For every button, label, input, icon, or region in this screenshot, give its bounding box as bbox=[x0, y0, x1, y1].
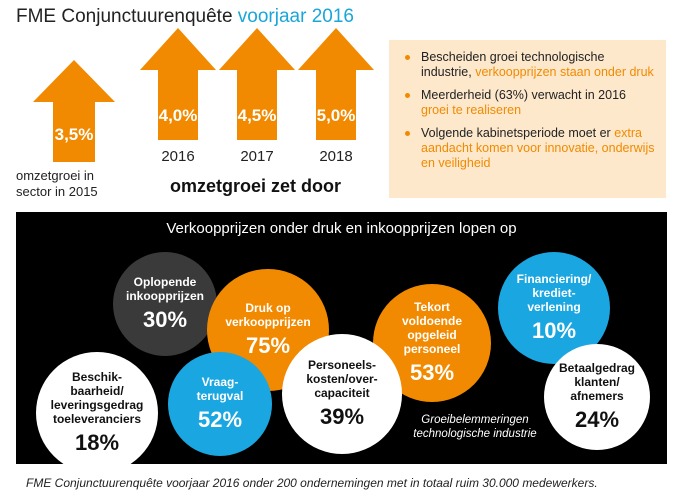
bubble-value: 24% bbox=[574, 407, 620, 432]
info-item: Bescheiden groei technologische industri… bbox=[399, 50, 656, 80]
bubble-label: Vraag- terugval bbox=[196, 375, 244, 403]
bubble-personeelskosten: Personeels- kosten/over- capaciteit 39% bbox=[282, 334, 402, 454]
bubble-value: 39% bbox=[319, 404, 365, 429]
bubble-value: 53% bbox=[409, 360, 455, 385]
bubble-value: 10% bbox=[531, 318, 577, 343]
year-2017: 2017 bbox=[240, 148, 274, 165]
info-highlight: groei te realiseren bbox=[421, 103, 522, 117]
bubble-label: Druk op verkoopprijzen bbox=[225, 301, 311, 329]
year-2018: 2018 bbox=[319, 148, 353, 165]
bubble-value: 75% bbox=[245, 333, 291, 358]
growth-value-2016: 4,0% bbox=[158, 106, 198, 125]
obstacles-panel: Verkoopprijzen onder druk en inkoopprijz… bbox=[16, 212, 667, 474]
up-arrow-icon bbox=[298, 28, 374, 140]
bubble-value: 30% bbox=[142, 307, 188, 332]
growth-arrow-2018: 5,0% bbox=[298, 28, 374, 140]
title-accent: voorjaar 2016 bbox=[237, 6, 354, 27]
bubble-label: Financiering/ krediet- verlening bbox=[516, 272, 592, 314]
bubble-inkoopprijzen: Oplopende inkoopprijzen 30% bbox=[113, 252, 217, 356]
up-arrow-icon bbox=[33, 60, 115, 162]
growth-value-2018: 5,0% bbox=[316, 106, 356, 125]
bubble-toeleveranciers: Beschik- baarheid/ leveringsgedrag toele… bbox=[36, 352, 158, 474]
growth-value-2015: 3,5% bbox=[54, 125, 94, 144]
bubble-label: Tekort voldoende opgeleid personeel bbox=[401, 300, 462, 356]
up-arrow-icon bbox=[219, 28, 295, 140]
growth-arrow-2016: 4,0% bbox=[140, 28, 216, 140]
info-text: Volgende kabinetsperiode moet er bbox=[421, 126, 615, 140]
bubble-label: Betaalgedrag klanten/ afnemers bbox=[558, 361, 636, 403]
info-item: Meerderheid (63%) verwacht in 2016 groei… bbox=[399, 88, 656, 118]
info-text: Meerderheid (63%) verwacht in 2016 bbox=[421, 88, 626, 102]
panel-note: Groeibelemmeringen technologische indust… bbox=[413, 414, 537, 440]
bubble-value: 18% bbox=[74, 430, 120, 455]
bubble-label: Beschik- baarheid/ leveringsgedrag toele… bbox=[50, 370, 144, 426]
info-item: Volgende kabinetsperiode moet er extra a… bbox=[399, 126, 656, 171]
bubble-label: Oplopende inkoopprijzen bbox=[126, 275, 204, 303]
up-arrow-icon bbox=[140, 28, 216, 140]
footer-source: FME Conjunctuurenquête voorjaar 2016 ond… bbox=[26, 476, 598, 490]
growth-value-2017: 4,5% bbox=[237, 106, 277, 125]
growth-headline: omzetgroei zet door bbox=[170, 176, 342, 196]
info-highlight: verkoopprijzen staan onder druk bbox=[475, 65, 654, 79]
bubble-vraagterugval: Vraag- terugval 52% bbox=[168, 352, 272, 456]
bullet-icon bbox=[405, 131, 410, 136]
bullet-icon bbox=[405, 93, 410, 98]
info-text: Bescheiden groei technologische industri… bbox=[421, 50, 605, 79]
title-main: FME Conjunctuurenquête bbox=[16, 6, 233, 27]
growth-arrow-2017: 4,5% bbox=[219, 28, 295, 140]
growth-caption-2015: omzetgroei in sector in 2015 bbox=[16, 168, 98, 199]
bubble-label: Personeels- kosten/over- capaciteit bbox=[306, 358, 378, 400]
page-title: FME Conjunctuurenquête voorjaar 2016 bbox=[16, 6, 354, 28]
bubble-betaalgedrag: Betaalgedrag klanten/ afnemers 24% bbox=[544, 344, 650, 450]
panel-title: Verkoopprijzen onder druk en inkoopprijz… bbox=[166, 220, 517, 237]
bullet-icon bbox=[405, 55, 410, 60]
bubble-value: 52% bbox=[197, 407, 243, 432]
info-box: Bescheiden groei technologische industri… bbox=[389, 40, 666, 198]
year-2016: 2016 bbox=[161, 148, 195, 165]
info-highlight: extra aandacht komen voor innovatie, ond… bbox=[421, 126, 655, 170]
growth-arrow-2015: 3,5% bbox=[33, 60, 115, 162]
